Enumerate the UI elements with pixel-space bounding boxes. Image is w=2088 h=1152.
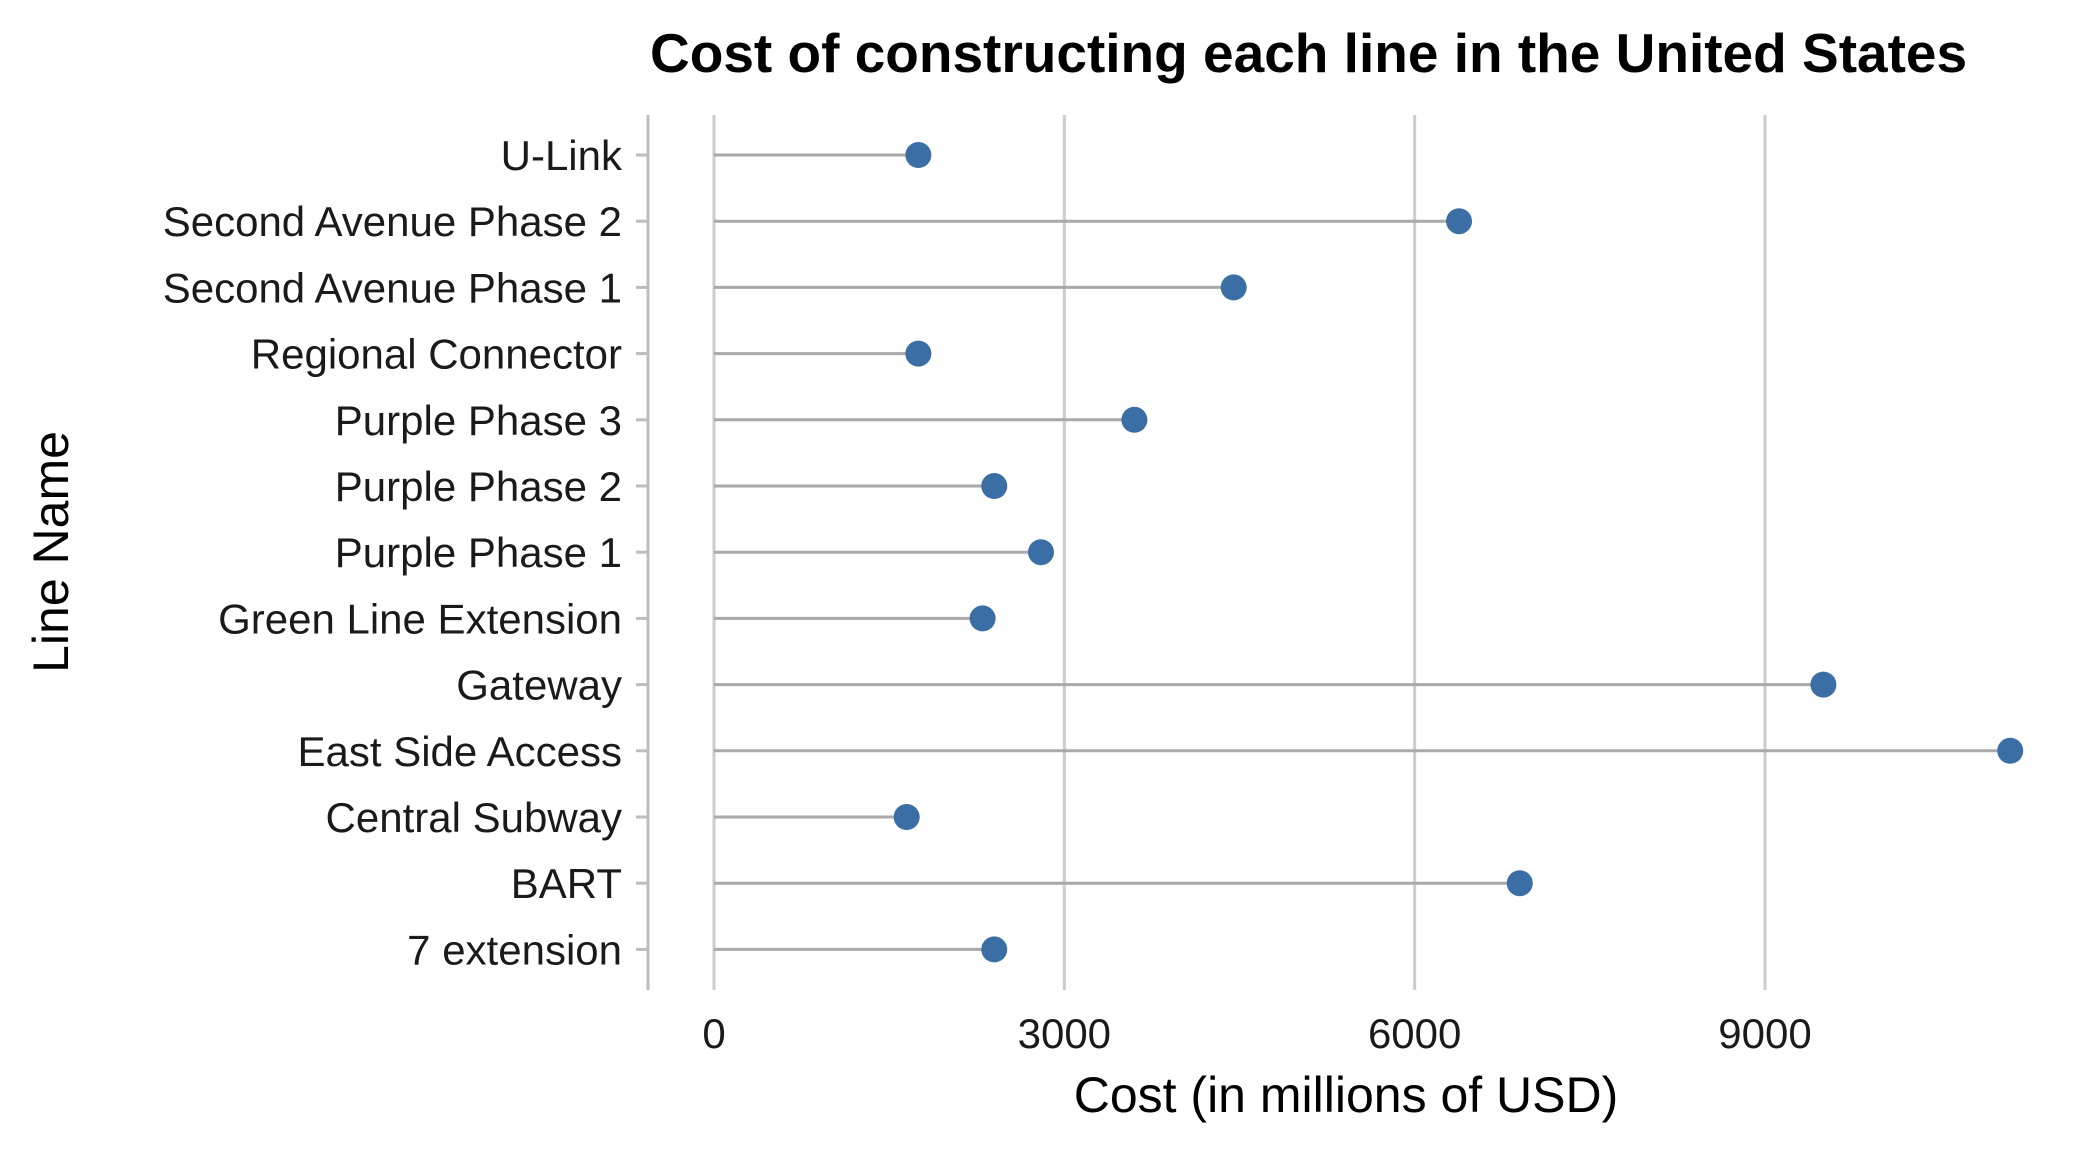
y-axis: U-Link Second Avenue Phase 2 Second Avenue…: [163, 115, 650, 990]
y-tick-label-u-link: U-Link: [501, 132, 623, 179]
y-tick-label-purple-phase-2: Purple Phase 2: [335, 463, 622, 510]
y-tick-label-second-avenue-phase-1: Second Avenue Phase 1: [163, 264, 622, 311]
point-purple-phase-3: [1121, 406, 1148, 433]
point-east-side-access: [1997, 737, 2024, 764]
point-purple-phase-1: [1027, 539, 1054, 566]
y-tick-label-east-side-access: East Side Access: [298, 728, 623, 775]
x-tick-label-6000: 6000: [1368, 1010, 1461, 1057]
y-tick-label-second-avenue-phase-2: Second Avenue Phase 2: [163, 198, 622, 245]
point-second-avenue-phase-1: [1220, 274, 1247, 301]
x-axis: 0 3000 6000 9000: [702, 1010, 1811, 1057]
point-bart: [1506, 870, 1533, 897]
x-tick-label-9000: 9000: [1718, 1010, 1811, 1057]
chart-title: Cost of constructing each line in the Un…: [650, 22, 1967, 84]
point-second-avenue-phase-2: [1446, 208, 1473, 235]
stem-layer: [714, 153, 2011, 951]
y-tick-label-green-line-extension: Green Line Extension: [218, 595, 622, 642]
point-purple-phase-2: [981, 473, 1008, 499]
y-tick-label-7-extension: 7 extension: [407, 926, 622, 973]
point-regional-connector: [905, 340, 932, 367]
point-gateway: [1810, 671, 1837, 698]
y-tick-label-purple-phase-3: Purple Phase 3: [335, 397, 622, 444]
x-tick-label-3000: 3000: [1018, 1010, 1111, 1057]
y-tick-label-bart: BART: [511, 860, 622, 907]
y-tick-label-purple-phase-1: Purple Phase 1: [335, 529, 622, 576]
y-tick-label-central-subway: Central Subway: [326, 794, 622, 841]
x-tick-label-0: 0: [702, 1010, 725, 1057]
y-tick-label-gateway: Gateway: [456, 662, 622, 709]
point-7-extension: [981, 936, 1008, 963]
x-axis-title: Cost (in millions of USD): [1074, 1067, 1619, 1123]
point-layer: [893, 142, 2024, 963]
point-central-subway: [893, 804, 920, 830]
point-u-link: [905, 142, 932, 168]
y-tick-label-regional-connector: Regional Connector: [251, 331, 622, 378]
y-axis-title: Line Name: [23, 431, 79, 673]
point-green-line-extension: [969, 605, 996, 632]
